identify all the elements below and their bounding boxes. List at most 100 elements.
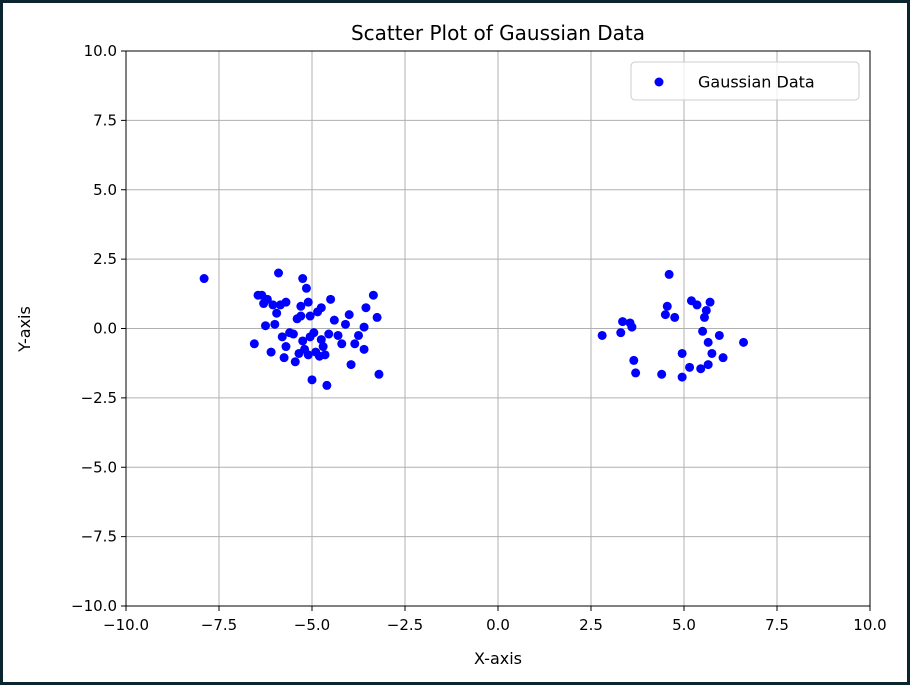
data-point [618, 317, 628, 327]
data-point [298, 336, 308, 346]
data-point [262, 294, 272, 304]
data-point [718, 353, 728, 363]
y-tick-label: 0.0 [93, 320, 117, 338]
y-tick-label: 10.0 [84, 42, 117, 60]
data-point [664, 269, 674, 279]
data-point [344, 310, 354, 320]
grid-lines [125, 50, 871, 607]
legend-label: Gaussian Data [698, 73, 815, 92]
data-point [266, 347, 276, 357]
data-point [340, 319, 350, 329]
data-point [296, 301, 306, 311]
data-points [199, 268, 749, 390]
x-tick-label: 5.0 [672, 616, 696, 634]
data-point [199, 274, 209, 284]
data-point [298, 274, 308, 284]
data-point [324, 329, 334, 339]
data-point [288, 329, 298, 339]
x-tick-label: −2.5 [387, 616, 423, 634]
data-point [714, 330, 724, 340]
y-tick-label: −10.0 [71, 597, 117, 615]
data-point [261, 321, 270, 331]
data-point [316, 335, 326, 345]
data-point [698, 326, 708, 336]
figure-canvas: −10.0 −7.5 −5.0 −2.5 0.0 2.5 5.0 7.5 10.0 −10.0−… [3, 3, 907, 682]
x-tick-label: −7.5 [201, 616, 237, 634]
data-point [597, 330, 607, 340]
data-point [337, 339, 347, 349]
y-tick-label: −7.5 [81, 528, 117, 546]
data-point [739, 337, 749, 347]
data-point [629, 355, 639, 365]
data-point [326, 294, 336, 304]
data-point [703, 360, 713, 370]
data-point [307, 375, 317, 385]
data-point [372, 312, 382, 322]
data-point [281, 342, 291, 352]
x-tick-label: 10.0 [853, 616, 886, 634]
y-tick-label: 7.5 [93, 111, 117, 129]
y-tick-label: 5.0 [93, 181, 117, 199]
data-point [707, 348, 717, 358]
x-axis-label: X-axis [474, 649, 522, 668]
data-point [703, 337, 713, 347]
x-tick-label: 7.5 [765, 616, 789, 634]
data-point [662, 301, 672, 311]
y-axis-label: Y-axis [15, 306, 34, 353]
data-point [272, 308, 282, 318]
data-point [354, 330, 363, 340]
data-point [685, 362, 695, 372]
data-point [677, 348, 687, 358]
y-tick-label: −2.5 [81, 389, 117, 407]
data-point [268, 300, 278, 310]
data-point [696, 364, 706, 374]
data-point [296, 311, 306, 321]
data-point [692, 300, 702, 310]
legend-marker [654, 77, 664, 87]
y-tick-label: −5.0 [81, 458, 117, 476]
chart-title: Scatter Plot of Gaussian Data [351, 21, 645, 45]
y-axis-ticks: −10.0 −7.5 −5.0 −2.5 0.0 2.5 5.0 7.5 10.0 [71, 42, 126, 615]
data-point [677, 372, 687, 382]
x-tick-label: −5.0 [294, 616, 330, 634]
x-axis-ticks: −10.0 −7.5 −5.0 −2.5 0.0 2.5 5.0 7.5 10.0 [103, 606, 887, 634]
data-point [359, 344, 369, 354]
data-point [279, 353, 289, 363]
data-point [333, 330, 343, 340]
data-point [699, 312, 709, 322]
data-point [309, 328, 319, 338]
data-point [616, 328, 626, 338]
data-point [705, 297, 715, 307]
x-tick-label: −10.0 [103, 616, 149, 634]
data-point [303, 350, 313, 360]
y-tick-label: 2.5 [93, 250, 117, 268]
legend-box [630, 61, 860, 101]
data-point [361, 303, 371, 313]
data-point [368, 290, 378, 300]
data-point [318, 342, 328, 352]
legend: Gaussian Data [630, 61, 860, 101]
data-point [322, 380, 332, 390]
data-point [249, 339, 259, 349]
data-point [346, 360, 356, 370]
data-point [274, 268, 284, 278]
data-point [320, 350, 330, 360]
data-point [329, 315, 339, 325]
data-point [374, 369, 384, 379]
x-tick-label: 0.0 [486, 616, 510, 634]
data-point [350, 339, 360, 349]
data-point [277, 332, 287, 342]
data-point [631, 368, 641, 378]
data-point [303, 297, 313, 307]
data-point [281, 297, 291, 307]
data-point [270, 319, 280, 329]
data-point [290, 357, 300, 367]
data-point [627, 322, 637, 332]
data-point [316, 303, 326, 313]
data-point [657, 369, 667, 379]
data-point [701, 305, 711, 315]
data-point [660, 310, 670, 320]
data-point [301, 283, 311, 293]
data-point [670, 312, 680, 322]
data-point [359, 322, 369, 332]
